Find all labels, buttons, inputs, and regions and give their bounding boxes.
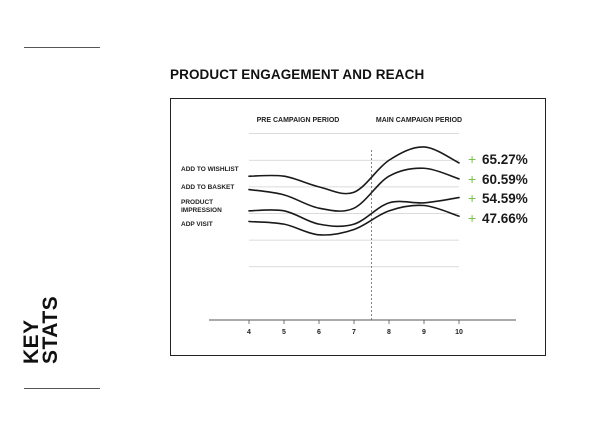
series-line-3 bbox=[248, 196, 460, 228]
series-2-point bbox=[283, 194, 284, 195]
series-1-point bbox=[318, 186, 319, 187]
change-value-3: 54.59% bbox=[482, 191, 528, 206]
series-4-point bbox=[353, 229, 354, 230]
series-label-4: ADP VISIT bbox=[181, 221, 213, 228]
series-4-point bbox=[388, 210, 389, 211]
series-1-point bbox=[423, 146, 424, 147]
series-3-point bbox=[283, 210, 284, 211]
plus-icon: + bbox=[468, 210, 476, 226]
main-campaign-label: MAIN CAMPAIGN PERIOD bbox=[376, 117, 462, 124]
change-value-1: 65.27% bbox=[482, 152, 528, 167]
x-tick-label: 4 bbox=[247, 329, 251, 336]
plus-icon: + bbox=[468, 151, 476, 167]
plus-icon: + bbox=[468, 190, 476, 206]
series-3-point bbox=[423, 202, 424, 203]
change-value-2: 60.59% bbox=[482, 172, 528, 187]
change-value-4: 47.66% bbox=[482, 211, 528, 226]
x-tick-label: 5 bbox=[282, 329, 286, 336]
series-2-point bbox=[388, 176, 389, 177]
series-3-point bbox=[353, 224, 354, 225]
pre-campaign-label: PRE CAMPAIGN PERIOD bbox=[257, 117, 340, 124]
series-3-point bbox=[318, 224, 319, 225]
x-tick-label: 8 bbox=[387, 329, 391, 336]
series-2-point bbox=[423, 168, 424, 169]
series-label-1: ADD TO WISHLIST bbox=[181, 166, 239, 173]
series-2-point bbox=[458, 178, 459, 179]
series-line-2 bbox=[248, 167, 460, 212]
series-4-point bbox=[318, 234, 319, 235]
x-tick-label: 6 bbox=[317, 329, 321, 336]
series-4-point bbox=[283, 224, 284, 225]
series-4-point bbox=[248, 221, 249, 222]
x-tick-label: 7 bbox=[352, 329, 356, 336]
series-1-point bbox=[353, 192, 354, 193]
top-divider bbox=[24, 47, 100, 48]
series-2-point bbox=[353, 208, 354, 209]
series-3-point bbox=[388, 202, 389, 203]
plus-icon: + bbox=[468, 171, 476, 187]
x-tick-label: 9 bbox=[422, 329, 426, 336]
series-1-point bbox=[248, 176, 249, 177]
series-4-point bbox=[423, 205, 424, 206]
series-4-point bbox=[458, 216, 459, 217]
series-3-point bbox=[248, 210, 249, 211]
series-label-2: ADD TO BASKET bbox=[181, 184, 234, 191]
series-line-4 bbox=[248, 204, 460, 236]
x-tick-label: 10 bbox=[455, 329, 463, 336]
series-2-point bbox=[318, 208, 319, 209]
bottom-divider bbox=[24, 388, 100, 389]
chart-heading: PRODUCT ENGAGEMENT AND REACH bbox=[170, 67, 425, 82]
series-label-3: PRODUCT IMPRESSION bbox=[181, 199, 222, 214]
chart-panel bbox=[170, 98, 546, 356]
series-1-point bbox=[283, 176, 284, 177]
series-3-point bbox=[458, 197, 459, 198]
series-line-1 bbox=[248, 146, 460, 195]
series-1-point bbox=[458, 162, 459, 163]
series-1-point bbox=[388, 160, 389, 161]
series-2-point bbox=[248, 189, 249, 190]
